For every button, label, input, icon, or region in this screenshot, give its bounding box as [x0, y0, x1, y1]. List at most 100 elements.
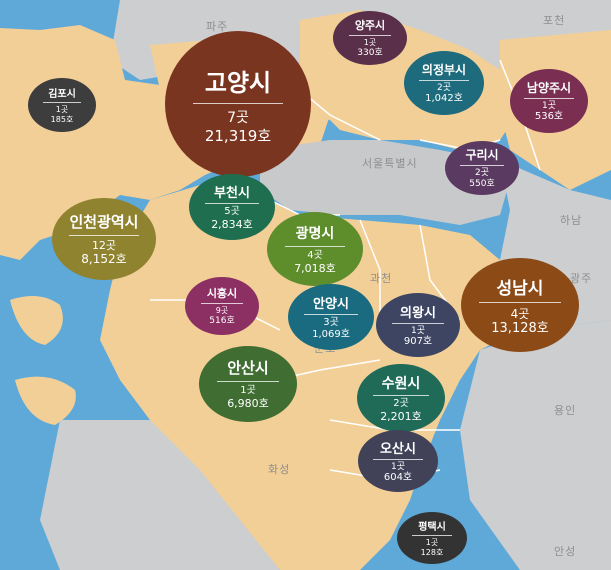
bubble-units: 6,980호: [227, 397, 269, 411]
bubble-units: 1,042호: [425, 93, 463, 105]
bubble-name: 안양시: [313, 297, 349, 312]
bubble-name: 수원시: [381, 375, 421, 392]
bubble-name: 인천광역시: [69, 213, 139, 232]
bubble-units: 185호: [50, 115, 74, 124]
bubble-units: 21,319호: [204, 126, 272, 145]
bubble-seongnam: 성남시 4곳 13,128호: [461, 258, 579, 352]
bubble-units: 907호: [403, 336, 433, 348]
bubble-anyang: 안양시 3곳 1,069호: [288, 284, 374, 350]
bubble-units: 2,201호: [380, 409, 422, 423]
bubble-count: 12곳: [91, 239, 117, 253]
bubble-name: 시흥시: [206, 287, 238, 301]
bubble-divider: [304, 314, 358, 315]
bubble-name: 안산시: [227, 359, 269, 378]
bubble-count: 3곳: [323, 317, 339, 328]
bubble-divider: [69, 235, 139, 237]
bubble-count: 2곳: [436, 82, 451, 93]
bubble-uijeongbu: 의정부시 2곳 1,042호: [404, 51, 484, 115]
bubble-name: 의왕시: [400, 305, 436, 321]
bubble-goyang: 고양시 7곳 21,319호: [165, 31, 311, 177]
bubble-suwon: 수원시 2곳 2,201호: [357, 364, 445, 432]
bubble-divider: [460, 165, 504, 167]
place-label-hwaseong: 화성: [268, 463, 291, 476]
bubble-name: 부천시: [214, 186, 250, 202]
bubble-gimpo: 김포시 1곳 185호: [28, 78, 96, 132]
bubble-divider: [419, 79, 469, 81]
place-label-hanam: 하남: [560, 214, 583, 227]
bubble-units: 604호: [383, 472, 413, 484]
bubble-divider: [349, 35, 391, 37]
bubble-count: 1곳: [541, 100, 556, 111]
bubble-divider: [373, 394, 429, 396]
place-label-gwangju: 광주: [570, 272, 593, 285]
bubble-ansan: 안산시 1곳 6,980호: [199, 346, 297, 422]
bubble-pyeongtaek: 평택시 1곳 128호: [397, 512, 467, 564]
bubble-divider: [43, 102, 81, 104]
bubble-divider: [373, 458, 423, 460]
bubble-name: 고양시: [204, 69, 272, 98]
bubble-name: 구리시: [465, 148, 499, 163]
bubble-count: 1곳: [363, 38, 377, 48]
bubble-gwangmyeong: 광명시 4곳 7,018호: [267, 212, 363, 286]
bubble-units: 128호: [420, 548, 444, 557]
bubble-count: 1곳: [390, 461, 405, 472]
bubble-name: 광명시: [295, 225, 335, 242]
bubble-units: 8,152호: [81, 252, 127, 267]
bubble-count: 9곳: [215, 306, 229, 316]
bubble-units: 330호: [357, 47, 383, 58]
bubble-divider: [412, 535, 452, 537]
place-label-gwacheon: 과천: [370, 272, 393, 285]
bubble-uiwang: 의왕시 1곳 907호: [376, 293, 460, 357]
bubble-count: 1곳: [55, 105, 69, 115]
bubble-name: 오산시: [380, 441, 416, 457]
bubble-siheung: 시흥시 9곳 516호: [185, 277, 259, 335]
bubble-count: 1곳: [240, 385, 256, 397]
place-label-paju: 파주: [206, 20, 229, 33]
bubble-count: 2곳: [393, 397, 409, 409]
hwaseong-area: [40, 420, 280, 570]
place-label-seoul: 서울특별시: [362, 157, 418, 170]
bubble-name: 남양주시: [526, 80, 572, 95]
place-label-pocheon: 포천: [543, 14, 566, 27]
bubble-divider: [392, 322, 444, 324]
bubble-count: 7곳: [227, 110, 249, 127]
island-north: [5, 53, 45, 95]
bubble-name: 김포시: [48, 89, 76, 101]
bubble-units: 516호: [209, 315, 235, 326]
bubble-name: 양주시: [354, 19, 386, 33]
bubble-yangju: 양주시 1곳 330호: [333, 11, 407, 65]
bubble-units: 7,018호: [294, 261, 336, 275]
bubble-name: 성남시: [496, 278, 544, 299]
bubble-count: 1곳: [425, 538, 439, 548]
bubble-divider: [285, 245, 345, 247]
bubble-divider: [205, 203, 259, 205]
bubble-units: 13,128호: [491, 320, 549, 336]
bubble-divider: [217, 381, 279, 383]
bubble-guri: 구리시 2곳 550호: [445, 141, 519, 195]
bubble-divider: [524, 97, 574, 99]
bubble-units: 1,069호: [312, 329, 350, 340]
island-south: [10, 296, 63, 345]
bubble-units: 550호: [469, 179, 495, 189]
bubble-divider: [479, 301, 561, 303]
bubble-count: 2곳: [474, 168, 489, 179]
bubble-osan: 오산시 1곳 604호: [358, 430, 438, 492]
bubble-divider: [193, 103, 283, 105]
bubble-count: 1곳: [410, 325, 425, 336]
bubble-count: 5곳: [224, 206, 240, 218]
place-label-anseong: 안성: [554, 545, 577, 558]
bubble-divider: [201, 303, 243, 305]
island-sw: [15, 376, 76, 425]
bubble-units: 536호: [534, 111, 564, 123]
bubble-name: 평택시: [418, 522, 446, 534]
yongin-area: [460, 320, 611, 570]
place-label-yongin: 용인: [554, 404, 577, 417]
bubble-name: 의정부시: [421, 62, 467, 77]
bubble-count: 4곳: [307, 249, 323, 261]
bubble-namyangju: 남양주시 1곳 536호: [510, 69, 588, 133]
bubble-bucheon: 부천시 5곳 2,834호: [189, 174, 275, 240]
bubble-incheon: 인천광역시 12곳 8,152호: [52, 198, 156, 280]
bubble-units: 2,834호: [211, 218, 253, 232]
bubble-count: 4곳: [510, 306, 530, 321]
